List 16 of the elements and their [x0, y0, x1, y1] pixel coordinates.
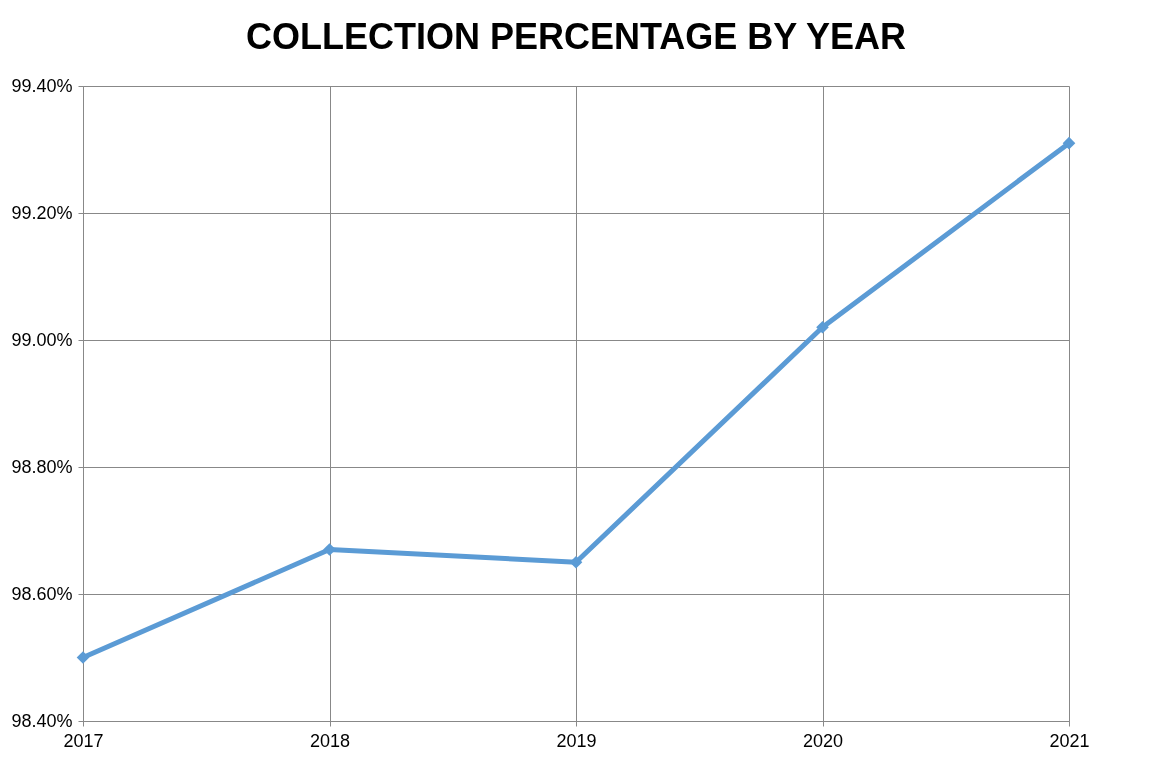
- x-tick-label: 2020: [802, 730, 844, 751]
- y-tick-label: 98.60%: [11, 583, 73, 604]
- x-tick-label: 2017: [63, 730, 104, 751]
- y-tick-label: 98.40%: [11, 710, 73, 731]
- x-tick-label: 2018: [309, 730, 351, 751]
- point: [1062, 136, 1076, 150]
- point: [569, 555, 583, 569]
- y-tick-label: 99.20%: [11, 202, 73, 223]
- x-tick-label: 2021: [1049, 730, 1090, 751]
- y-tick-label: 99.00%: [11, 329, 73, 350]
- point: [76, 651, 90, 664]
- y-tick-label: 98.80%: [11, 456, 73, 477]
- point: [816, 320, 829, 334]
- y-tick-label: 99.40%: [11, 75, 73, 96]
- x-tick-label: 2019: [556, 730, 597, 751]
- chart-title: COLLECTION PERCENTAGE BY YEAR: [245, 16, 907, 57]
